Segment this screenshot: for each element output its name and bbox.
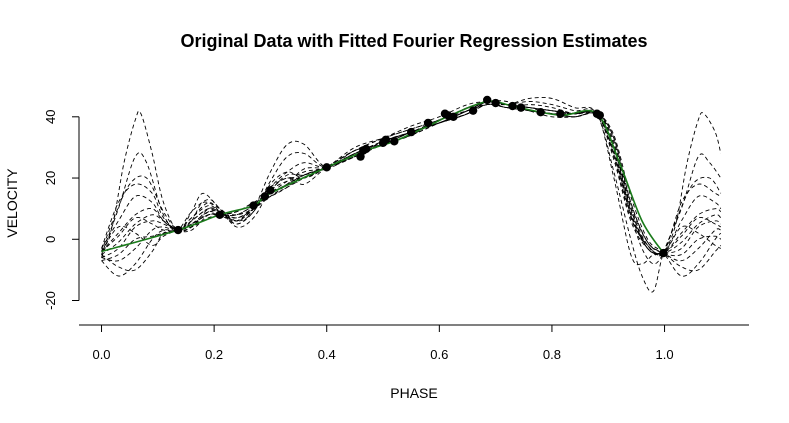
axes-group: 0.0 0.2 0.4 0.6 0.8 1.0 -20 0 20 40: [43, 110, 749, 362]
fourier-fit-line: [101, 100, 722, 262]
data-point: [556, 109, 565, 118]
x-tick-label: 0.8: [543, 347, 561, 362]
fourier-fit-line: [101, 103, 722, 255]
data-point: [260, 192, 269, 201]
data-point: [390, 137, 399, 146]
fourier-fit-line: [101, 97, 722, 266]
data-point: [322, 163, 331, 172]
data-point: [423, 118, 433, 128]
data-point: [536, 108, 545, 117]
fourier-fit-line: [101, 100, 722, 272]
x-axis-label: PHASE: [390, 385, 437, 401]
data-point: [249, 201, 258, 210]
fourier-fits-group: [101, 97, 722, 293]
data-point: [491, 98, 500, 108]
x-tick-label: 0.0: [92, 347, 110, 362]
data-point: [361, 144, 371, 154]
y-tick-label: 40: [43, 110, 58, 124]
data-point: [508, 101, 517, 111]
x-tick-label: 1.0: [656, 347, 674, 362]
fourier-fit-line: [101, 100, 722, 257]
x-tick-label: 0.4: [318, 347, 336, 362]
data-point: [173, 225, 183, 235]
fourier-fit-line: [101, 100, 722, 259]
y-tick-label: -20: [43, 291, 58, 310]
data-point: [659, 248, 668, 258]
fourier-fit-line: [101, 103, 722, 255]
y-tick-label: 20: [43, 171, 58, 185]
data-point: [266, 186, 275, 195]
data-point: [468, 106, 478, 115]
fourier-fit-line: [101, 100, 722, 255]
data-point: [381, 135, 391, 144]
fourier-fit-line: [101, 100, 721, 262]
fourier-fit-line: [101, 100, 722, 255]
chart-title: Original Data with Fitted Fourier Regres…: [180, 31, 647, 51]
fourier-fit-line: [101, 104, 722, 255]
data-point: [482, 95, 492, 105]
fourier-fit-line: [101, 100, 722, 277]
data-point: [595, 111, 604, 120]
y-tick-label: 0: [43, 236, 58, 243]
x-tick-label: 0.6: [430, 347, 448, 362]
data-point: [516, 103, 526, 112]
observations-group: [173, 95, 668, 258]
data-point: [215, 210, 224, 219]
data-point: [406, 127, 416, 137]
data-point: [449, 112, 458, 122]
y-axis-label: VELOCITY: [4, 168, 20, 238]
x-tick-label: 0.2: [205, 347, 223, 362]
